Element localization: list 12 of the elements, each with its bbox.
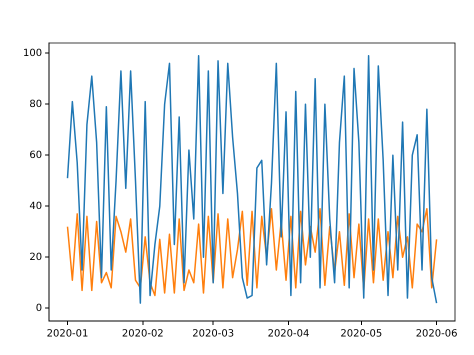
y-tick-label: 60	[29, 150, 42, 161]
y-tick-label: 40	[29, 200, 42, 212]
x-tick-label: 2020-03	[192, 328, 234, 340]
x-tick-label: 2020-05	[340, 328, 382, 340]
y-tick-label: 100	[22, 48, 42, 59]
y-tick-label: 20	[29, 252, 42, 263]
x-tick-label: 2020-01	[46, 328, 88, 340]
x-tick-label: 2020-04	[268, 328, 310, 340]
x-tick-label: 2020-06	[416, 328, 458, 340]
y-tick-label: 0	[36, 302, 42, 314]
y-tick-label: 80	[29, 98, 42, 110]
x-tick-label: 2020-02	[122, 328, 164, 340]
